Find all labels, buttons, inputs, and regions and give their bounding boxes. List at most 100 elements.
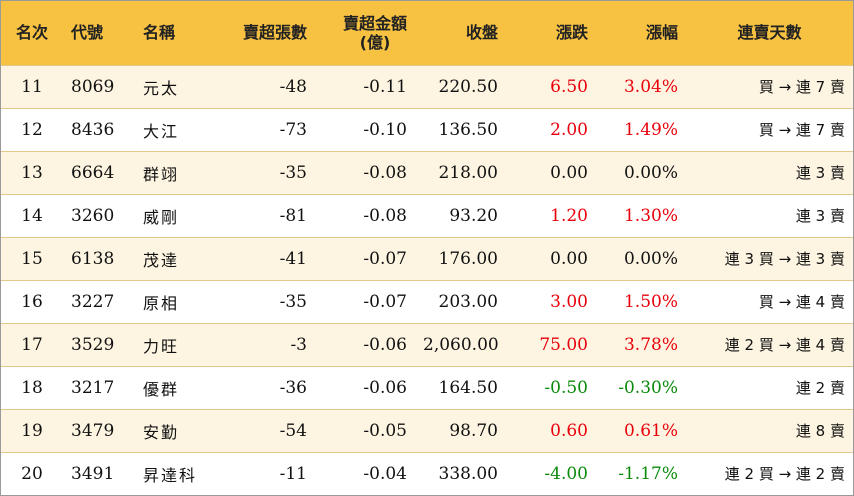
net-sell-lots-cell: -54 [279,420,307,441]
change-pct-cell: 1.49% [623,119,678,140]
table-body: 11 8069 元太 -48 -0.11 220.50 6.50 3.04% 買 → 連 7 賣… [1,65,853,495]
code-cell: 6138 [71,248,115,269]
net-sell-lots-cell: -73 [279,119,307,140]
name-cell: 群翊 [143,164,180,184]
name-cell: 昇達科 [143,465,198,485]
code-cell: 6664 [71,162,115,183]
change-cell: 0.00 [550,248,588,269]
code-cell: 8069 [71,76,115,97]
code-cell: 8436 [71,119,115,140]
name-cell: 茂達 [143,250,180,270]
net-sell-amount-cell: -0.06 [363,334,407,355]
close-price-cell: 338.00 [438,463,498,484]
close-price-cell: 218.00 [438,162,498,183]
table-row: 19 3479 安勤 -54 -0.05 98.70 0.60 0.61% 連 8 賣 [1,409,853,452]
code-cell: 3479 [71,420,115,441]
change-pct-cell: -1.17% [618,463,678,484]
rank-cell: 20 [21,463,43,484]
change-cell: 0.00 [550,162,588,183]
close-price-cell: 176.00 [438,248,498,269]
change-cell: 1.20 [550,205,588,226]
net-sell-lots-cell: -48 [279,76,307,97]
change-cell: 0.60 [550,420,588,441]
table-row: 14 3260 威剛 -81 -0.08 93.20 1.20 1.30% 連 3 賣 [1,194,853,237]
close-price-cell: 220.50 [438,76,498,97]
header-change-pct: 漲幅 [645,23,678,43]
close-price-cell: 203.00 [438,291,498,312]
rank-cell: 14 [21,205,43,226]
header-net-sell-amount-line1: 賣超金額 [342,13,407,33]
net-sell-amount-cell: -0.04 [363,463,407,484]
header-change: 漲跌 [555,23,588,43]
header-net-sell-amount: 賣超金額 (億) [315,1,415,65]
streak-cell: 連 2 賣 [795,379,845,397]
streak-cell: 連 2 買 → 連 4 賣 [724,336,845,354]
change-cell: 75.00 [539,334,588,355]
net-sell-amount-cell: -0.11 [363,76,407,97]
rank-cell: 13 [21,162,43,183]
name-cell: 元太 [143,78,180,98]
name-cell: 優群 [143,379,180,399]
close-price-cell: 2,060.00 [423,334,499,355]
name-cell: 力旺 [143,336,180,356]
streak-cell: 連 8 賣 [795,422,845,440]
change-cell: -0.50 [544,377,588,398]
change-pct-cell: 0.61% [623,420,678,441]
change-pct-cell: 0.00% [623,162,678,183]
header-net-sell-lots: 賣超張數 [242,23,307,43]
net-sell-lots-cell: -41 [279,248,307,269]
streak-cell: 買 → 連 4 賣 [758,293,845,311]
streak-cell: 買 → 連 7 賣 [758,78,845,96]
change-pct-cell: 3.78% [623,334,678,355]
name-cell: 安勤 [143,422,180,442]
net-sell-lots-cell: -36 [279,377,307,398]
table-row: 17 3529 力旺 -3 -0.06 2,060.00 75.00 3.78% 連 2 買 →… [1,323,853,366]
change-cell: 2.00 [550,119,588,140]
rank-cell: 18 [21,377,43,398]
header-name: 名稱 [143,23,176,43]
change-pct-cell: 3.04% [623,76,678,97]
table-row: 16 3227 原相 -35 -0.07 203.00 3.00 1.50% 買 → 連 4 賣 [1,280,853,323]
close-price-cell: 93.20 [449,205,498,226]
streak-cell: 連 3 賣 [795,207,845,225]
net-sell-lots-cell: -3 [290,334,307,355]
net-sell-lots-cell: -35 [279,162,307,183]
code-cell: 3491 [71,463,115,484]
rank-cell: 16 [21,291,43,312]
table-row: 11 8069 元太 -48 -0.11 220.50 6.50 3.04% 買 → 連 7 賣 [1,65,853,108]
streak-cell: 連 3 賣 [795,164,845,182]
code-cell: 3260 [71,205,115,226]
change-cell: 3.00 [550,291,588,312]
rank-cell: 15 [21,248,43,269]
header-rank: 名次 [15,23,48,43]
streak-cell: 連 2 買 → 連 2 賣 [724,465,845,484]
net-sell-amount-cell: -0.05 [363,420,407,441]
change-pct-cell: 1.30% [623,205,678,226]
change-cell: 6.50 [550,76,588,97]
change-pct-cell: -0.30% [618,377,678,398]
rank-cell: 17 [21,334,43,355]
name-cell: 原相 [143,293,180,313]
net-sell-amount-cell: -0.08 [363,205,407,226]
net-sell-lots-cell: -35 [279,291,307,312]
net-sell-amount-cell: -0.08 [363,162,407,183]
net-sell-lots-cell: -11 [279,463,307,484]
close-price-cell: 136.50 [438,119,498,140]
rank-cell: 12 [21,119,43,140]
close-price-cell: 98.70 [449,420,498,441]
close-price-cell: 164.50 [438,377,498,398]
net-sell-amount-cell: -0.10 [363,119,407,140]
change-pct-cell: 0.00% [623,248,678,269]
change-pct-cell: 1.50% [623,291,678,312]
net-sell-amount-cell: -0.07 [363,248,407,269]
streak-cell: 買 → 連 7 賣 [758,121,845,139]
name-cell: 威剛 [143,207,180,227]
header-net-sell-amount-line2: (億) [359,32,391,52]
table-row: 12 8436 大江 -73 -0.10 136.50 2.00 1.49% 買 → 連 7 賣 [1,108,853,151]
change-cell: -4.00 [544,463,588,484]
net-sell-lots-cell: -81 [279,205,307,226]
header-row: 名次 代號 名稱 賣超張數 賣超金額 (億) 收盤 漲跌 漲幅 連賣天數 [1,1,853,65]
table-row: 20 3491 昇達科 -11 -0.04 338.00 -4.00 -1.17% 連 2 買 … [1,452,853,495]
